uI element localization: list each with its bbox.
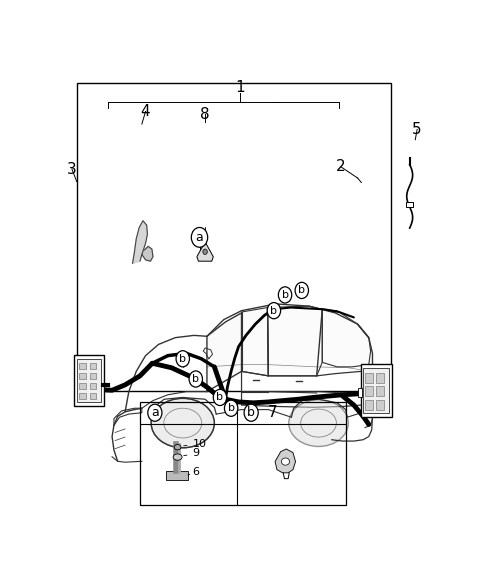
Ellipse shape [173,454,182,460]
Bar [406,202,413,207]
Bar [166,471,188,479]
Text: 3: 3 [67,162,77,176]
Bar [90,383,96,389]
Text: 7: 7 [267,405,277,420]
Ellipse shape [174,444,181,450]
Polygon shape [267,306,322,376]
Text: a: a [151,406,159,419]
Polygon shape [275,449,296,473]
Circle shape [267,303,281,319]
Circle shape [176,350,190,367]
Circle shape [189,371,203,387]
Text: 2: 2 [336,159,346,174]
Text: a: a [196,231,204,244]
Bar [77,83,391,391]
Text: b: b [192,374,199,384]
Text: 6: 6 [188,467,200,477]
Text: 1: 1 [236,79,245,95]
Text: 8: 8 [200,107,210,121]
Bar [79,363,86,369]
Bar [79,383,86,389]
Bar [365,373,373,383]
Bar [359,388,362,398]
Polygon shape [197,242,213,261]
Text: b: b [228,403,235,413]
Circle shape [148,404,162,421]
Polygon shape [132,221,147,263]
Bar [90,373,96,379]
Text: 10: 10 [184,439,206,449]
Text: 5: 5 [412,122,422,137]
Text: b: b [179,354,186,364]
Bar [376,373,384,383]
Text: b: b [282,290,288,300]
Ellipse shape [281,458,289,465]
Circle shape [213,390,227,405]
Ellipse shape [151,398,215,448]
Polygon shape [207,313,241,392]
Text: b: b [298,286,305,296]
Text: b: b [216,392,224,402]
Bar [140,402,347,505]
Text: 9: 9 [184,449,200,458]
FancyBboxPatch shape [77,359,101,402]
Text: b: b [270,305,277,316]
Bar [79,373,86,379]
Circle shape [295,282,309,298]
Circle shape [244,404,258,421]
Circle shape [278,287,292,303]
Circle shape [225,400,238,416]
Polygon shape [241,308,268,376]
Bar [365,386,373,396]
Circle shape [203,249,207,255]
Ellipse shape [289,399,348,446]
Circle shape [192,228,208,247]
Bar [79,392,86,399]
Bar [376,399,384,409]
Text: b: b [247,406,255,419]
Polygon shape [142,246,153,261]
FancyBboxPatch shape [360,364,392,417]
Bar [365,399,373,409]
Polygon shape [322,310,371,367]
FancyBboxPatch shape [74,354,104,406]
FancyBboxPatch shape [363,368,389,413]
Bar [90,363,96,369]
Bar [376,386,384,396]
Bar [90,392,96,399]
Text: 4: 4 [141,104,150,119]
